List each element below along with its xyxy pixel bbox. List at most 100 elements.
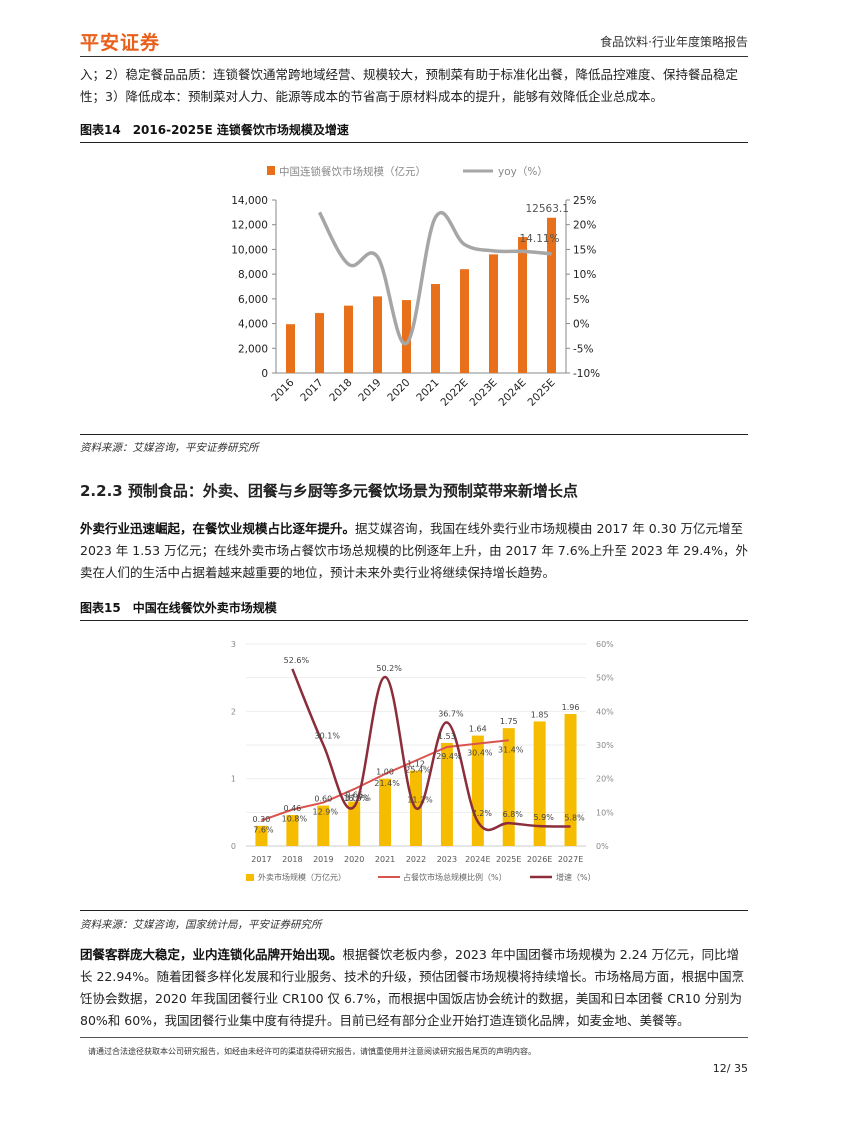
bar-2019 bbox=[317, 805, 330, 846]
right-tick-label: 15% bbox=[573, 244, 596, 256]
right-tick-label: 5% bbox=[573, 294, 590, 306]
bar-2019 bbox=[373, 296, 382, 373]
left-tick-label: 2 bbox=[231, 707, 236, 716]
bar-value-label: 1.00 bbox=[376, 768, 394, 777]
bar-value-label: 1.53 bbox=[438, 732, 456, 741]
legend-bar-swatch bbox=[267, 166, 275, 175]
x-tick-label: 2019 bbox=[356, 377, 383, 404]
paragraph-group-meal: 团餐客群庞大稳定，业内连锁化品牌开始出现。根据餐饮老板内参，2023 年中国团餐… bbox=[80, 944, 748, 1032]
share-value-label: 21.4% bbox=[374, 779, 400, 788]
growth-value-label: 6.8% bbox=[503, 810, 524, 819]
right-tick-label: 0% bbox=[596, 842, 609, 851]
x-tick-label: 2023 bbox=[437, 855, 457, 864]
right-tick-label: 20% bbox=[573, 220, 596, 232]
x-tick-label: 2022E bbox=[439, 377, 471, 409]
header-divider bbox=[80, 56, 748, 57]
bar-2024E bbox=[518, 237, 527, 373]
bar-value-label: 1.64 bbox=[469, 725, 487, 734]
bar-2018 bbox=[286, 815, 299, 846]
x-tick-label: 2025E bbox=[526, 377, 558, 409]
share-value-label: 31.4% bbox=[498, 745, 524, 754]
paragraph-takeout-lead: 外卖行业迅速崛起，在餐饮业规模占比逐年提升。 bbox=[80, 521, 356, 536]
x-tick-label: 2023E bbox=[468, 377, 500, 409]
share-value-label: 25.4% bbox=[405, 765, 431, 774]
left-tick-label: 14,000 bbox=[231, 195, 268, 207]
share-value-label: 12.9% bbox=[313, 808, 339, 817]
left-tick-label: 4,000 bbox=[238, 319, 268, 331]
bar-value-label: 0.46 bbox=[283, 804, 301, 813]
legend-bar-label: 中国连锁餐饮市场规模（亿元） bbox=[279, 165, 426, 178]
share-value-label: 30.4% bbox=[467, 749, 493, 758]
bar-value-label: 12563.1 bbox=[526, 203, 569, 215]
bar-value-label: 0.30 bbox=[253, 815, 271, 824]
x-tick-label: 2027E bbox=[558, 855, 583, 864]
left-tick-label: 3 bbox=[231, 640, 236, 649]
x-tick-label: 2017 bbox=[298, 377, 325, 404]
paragraph-group-meal-body: 根据餐饮老板内参，2023 年中国团餐市场规模为 2.24 万亿元，同比增长 2… bbox=[80, 947, 745, 1028]
bar-2026E bbox=[533, 721, 546, 846]
growth-line bbox=[291, 668, 571, 832]
paragraph-takeout-body: 据艾媒咨询，我国在线外卖行业市场规模由 2017 年 0.30 万亿元增至 20… bbox=[80, 521, 748, 580]
growth-value-label: 7.2% bbox=[472, 809, 493, 818]
right-tick-label: 40% bbox=[596, 707, 614, 716]
left-tick-label: 1 bbox=[231, 775, 236, 784]
report-title: 食品饮料·行业年度策略报告 bbox=[600, 35, 748, 49]
right-tick-label: 50% bbox=[596, 674, 614, 683]
fig14-bottom-rule bbox=[80, 434, 748, 435]
x-tick-label: 2019 bbox=[313, 855, 333, 864]
growth-value-label: 11.2% bbox=[407, 795, 433, 804]
bar-2020 bbox=[348, 801, 361, 846]
x-tick-label: 2024E bbox=[465, 855, 490, 864]
growth-value-label: 5.8% bbox=[564, 813, 585, 822]
right-tick-label: 30% bbox=[596, 741, 614, 750]
share-value-label: 10.8% bbox=[282, 815, 308, 824]
bar-2016 bbox=[286, 324, 295, 373]
right-tick-label: 60% bbox=[596, 640, 614, 649]
fig15-top-rule bbox=[80, 620, 748, 621]
bar-2021 bbox=[431, 284, 440, 373]
intro-paragraph: 入；2）稳定餐品品质：连锁餐饮通常跨地域经营、规模较大，预制菜有助于标准化出餐，… bbox=[80, 67, 738, 104]
yoy-line bbox=[317, 211, 552, 346]
share-line bbox=[261, 739, 509, 822]
paragraph-group-meal-lead: 团餐客群庞大稳定，业内连锁化品牌开始出现。 bbox=[80, 947, 343, 962]
bar-value-label: 0.66 bbox=[345, 791, 363, 800]
share-value-label: 16.9% bbox=[343, 794, 369, 803]
left-tick-label: 0 bbox=[231, 842, 236, 851]
paragraph-takeout: 外卖行业迅速崛起，在餐饮业规模占比逐年提升。据艾媒咨询，我国在线外卖行业市场规模… bbox=[80, 518, 748, 584]
bar-2017 bbox=[315, 313, 324, 373]
left-tick-label: 12,000 bbox=[231, 220, 268, 232]
fig14-chart: 中国连锁餐饮市场规模（亿元） yoy（%） 0 2,000 4,000 6,000 8,00… bbox=[231, 165, 600, 409]
x-tick-label: 2021 bbox=[375, 855, 395, 864]
bar-2023 bbox=[440, 742, 453, 846]
growth-value-label: 11.7% bbox=[345, 794, 371, 803]
x-tick-label: 2016 bbox=[269, 376, 297, 404]
bar-2020 bbox=[402, 300, 411, 373]
growth-value-label: 50.2% bbox=[376, 664, 402, 673]
growth-value-label: 36.7% bbox=[438, 709, 464, 718]
bar-2027E bbox=[564, 714, 577, 846]
bar-2025E bbox=[502, 728, 515, 846]
footer-disclaimer: 请通过合法途径获取本公司研究报告，如经由未经许可的渠道获得研究报告，请慎重使用并… bbox=[88, 1047, 536, 1056]
share-value-label: 29.4% bbox=[436, 752, 462, 761]
bar-2018 bbox=[344, 305, 353, 373]
x-tick-label: 2022 bbox=[406, 855, 426, 864]
fig14-top-rule bbox=[80, 142, 748, 143]
left-tick-label: 10,000 bbox=[231, 244, 268, 256]
growth-value-label: 52.6% bbox=[284, 656, 310, 665]
fig15-source: 资料来源：艾媒咨询，国家统计局，平安证券研究所 bbox=[80, 919, 322, 931]
x-tick-label: 2026E bbox=[527, 855, 552, 864]
right-tick-label: 10% bbox=[596, 808, 614, 817]
x-tick-label: 2018 bbox=[327, 377, 354, 404]
x-tick-label: 2024E bbox=[497, 377, 529, 409]
fig14-title: 图表14 2016-2025E 连锁餐饮市场规模及增速 bbox=[80, 123, 349, 137]
bar-2021 bbox=[379, 778, 392, 846]
yoy-value-label: 14.11% bbox=[520, 233, 560, 245]
bar-2023E bbox=[489, 254, 498, 373]
left-tick-label: 0 bbox=[261, 368, 268, 380]
fig14-source: 资料来源：艾媒咨询，平安证券研究所 bbox=[80, 442, 259, 454]
bar-2017 bbox=[255, 825, 268, 846]
fig15-chart: 0% 10% 20% 30% 40% 50% 60% 0 1 2 3 0.30 0.46 0.60 0.66… bbox=[231, 640, 614, 882]
x-tick-label: 2018 bbox=[282, 855, 302, 864]
right-tick-label: 20% bbox=[596, 775, 614, 784]
bar-value-label: 1.75 bbox=[500, 717, 518, 726]
